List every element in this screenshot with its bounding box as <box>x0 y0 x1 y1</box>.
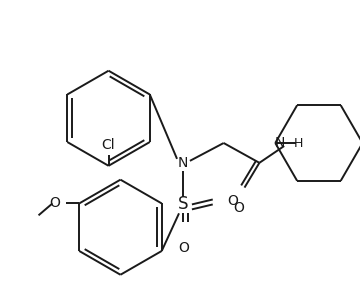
Text: S: S <box>178 195 188 213</box>
Text: N: N <box>178 156 188 170</box>
Text: O: O <box>228 195 239 209</box>
Text: N: N <box>275 136 285 150</box>
Text: H: H <box>294 137 304 150</box>
Text: O: O <box>49 196 60 211</box>
Text: O: O <box>179 241 190 255</box>
Text: Cl: Cl <box>102 138 116 152</box>
Text: O: O <box>233 202 244 215</box>
